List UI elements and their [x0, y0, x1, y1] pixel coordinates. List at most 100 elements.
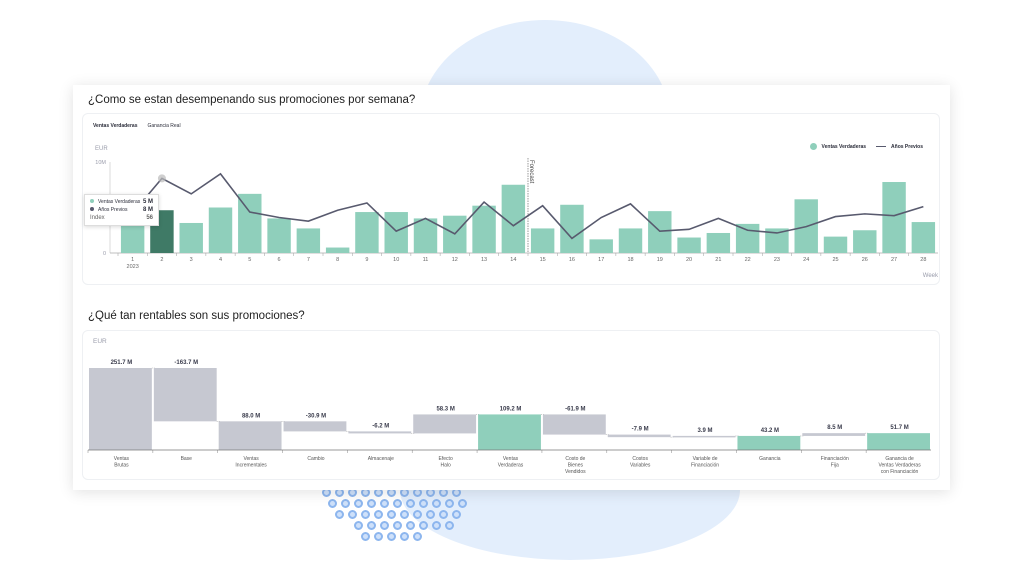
- bar-week-5: [238, 193, 262, 253]
- decorative-dot: [452, 510, 461, 519]
- decorative-dot: [426, 510, 435, 519]
- decorative-dot: [393, 521, 402, 530]
- decorative-dot: [445, 499, 454, 508]
- bar-week-26: [853, 230, 877, 253]
- bar-week-11: [413, 218, 438, 253]
- waterfall-bar: [478, 414, 541, 450]
- decorative-dot: [406, 499, 415, 508]
- x-axis-label: Week: [923, 273, 939, 279]
- decorative-dot: [335, 510, 344, 519]
- bar-week-3: [179, 222, 203, 253]
- tab-ganancia-real[interactable]: Ganancia Real: [147, 123, 181, 129]
- legend-item-ventas[interactable]: Ventas Verdaderas: [809, 143, 866, 150]
- series-line-anos-previos: [132, 172, 924, 240]
- x-tick-label: Incrementales: [235, 463, 267, 469]
- tooltip-value: 8 M: [142, 207, 153, 213]
- tooltip-value: 56: [146, 215, 153, 221]
- decorative-dot: [445, 521, 454, 530]
- data-label: -163.7 M: [174, 360, 198, 366]
- bar-week-28: [911, 222, 936, 253]
- decorative-dot: [341, 499, 350, 508]
- line-point-selected: [157, 174, 166, 183]
- bar-week-15: [530, 228, 555, 253]
- data-label: 251.7 M: [111, 360, 133, 366]
- data-label: -61.9 M: [565, 406, 585, 412]
- data-label: 43.2 M: [761, 428, 779, 434]
- data-label: 3.9 M: [698, 428, 713, 434]
- bar-week-23: [765, 228, 789, 253]
- x-tick-label: Halo: [441, 463, 452, 469]
- data-label: -7.9 M: [632, 427, 649, 433]
- decorative-dot: [328, 499, 337, 508]
- bar-week-19: [648, 211, 672, 253]
- x-tick-label: 26: [862, 257, 868, 263]
- bar-week-7: [296, 228, 321, 253]
- x-tick-label: Costo de: [565, 456, 585, 462]
- decorative-dot: [354, 499, 363, 508]
- chart-legend: Ventas Verdaderas Años Previos: [809, 143, 923, 150]
- bar-week-13: [472, 205, 496, 253]
- x-tick-label: 12: [452, 257, 458, 263]
- data-label: -6.2 M: [372, 423, 389, 429]
- x-tick-label: Ventas: [243, 456, 259, 462]
- bar-week-9: [355, 212, 379, 253]
- decorative-dot: [387, 510, 396, 519]
- x-tick-label: 10: [393, 257, 399, 263]
- y-axis-unit: EUR: [93, 338, 107, 345]
- bar-week-22: [735, 223, 760, 253]
- decorative-dot: [400, 510, 409, 519]
- waterfall-bar: [802, 433, 866, 436]
- y-tick-label: 0: [103, 251, 106, 257]
- data-label: 58.3 M: [436, 406, 454, 412]
- decorative-dot: [374, 532, 383, 541]
- bar-week-17: [589, 239, 613, 253]
- x-tick-label: 2: [160, 257, 163, 263]
- x-tick-label: 21: [715, 257, 721, 263]
- bar-week-20: [677, 237, 701, 253]
- tooltip-value: 5 M: [142, 199, 153, 205]
- x-tick-label: Almacenaje: [368, 456, 394, 462]
- decorative-dot: [400, 532, 409, 541]
- x-tick-label: Ventas Verdaderas: [878, 463, 921, 469]
- data-label: -30.9 M: [306, 413, 326, 419]
- tab-ventas-verdaderas[interactable]: Ventas Verdaderas: [93, 123, 138, 129]
- decorative-dot: [367, 499, 376, 508]
- x-tick-label: 8: [336, 257, 339, 263]
- legend-item-anos[interactable]: Años Previos: [876, 144, 923, 150]
- dashboard-card: ¿Como se estan desempenando sus promocio…: [73, 85, 950, 490]
- decorative-dot: [367, 521, 376, 530]
- tooltip-label: Años Previos: [98, 207, 128, 213]
- decorative-dot: [393, 499, 402, 508]
- x-tick-label: 23: [774, 257, 780, 263]
- x-tick-label: Fija: [831, 463, 839, 469]
- legend-dot-icon: [809, 143, 817, 150]
- data-label: 88.0 M: [242, 413, 260, 419]
- decorative-dot: [348, 510, 357, 519]
- y-axis-unit: EUR: [95, 146, 108, 152]
- bar-week-6: [267, 218, 291, 253]
- x-tick-label: Verdaderas: [498, 463, 524, 469]
- waterfall-bar: [413, 414, 477, 434]
- decorative-dot: [380, 521, 389, 530]
- x-tick-label: Financiación: [821, 456, 849, 462]
- waterfall-bar: [348, 431, 412, 434]
- decorative-dot: [413, 510, 422, 519]
- waterfall-bar: [153, 368, 217, 422]
- x-tick-label: 20: [686, 257, 692, 263]
- bar-week-21: [706, 232, 731, 253]
- x-tick-label: 28: [920, 257, 926, 263]
- waterfall-bar: [672, 435, 736, 438]
- x-tick-label: Ganancia: [759, 456, 781, 462]
- decorative-dot: [387, 532, 396, 541]
- x-tick-label: 4: [219, 257, 222, 263]
- x-tick-label: 22: [745, 257, 751, 263]
- x-tick-label: 1: [131, 257, 134, 263]
- waterfall-bar: [867, 433, 930, 450]
- decorative-dot: [380, 499, 389, 508]
- decorative-dot: [361, 510, 370, 519]
- waterfall-bar: [89, 368, 152, 450]
- x-tick-label: 24: [803, 257, 809, 263]
- x-tick-label: 19: [657, 257, 663, 263]
